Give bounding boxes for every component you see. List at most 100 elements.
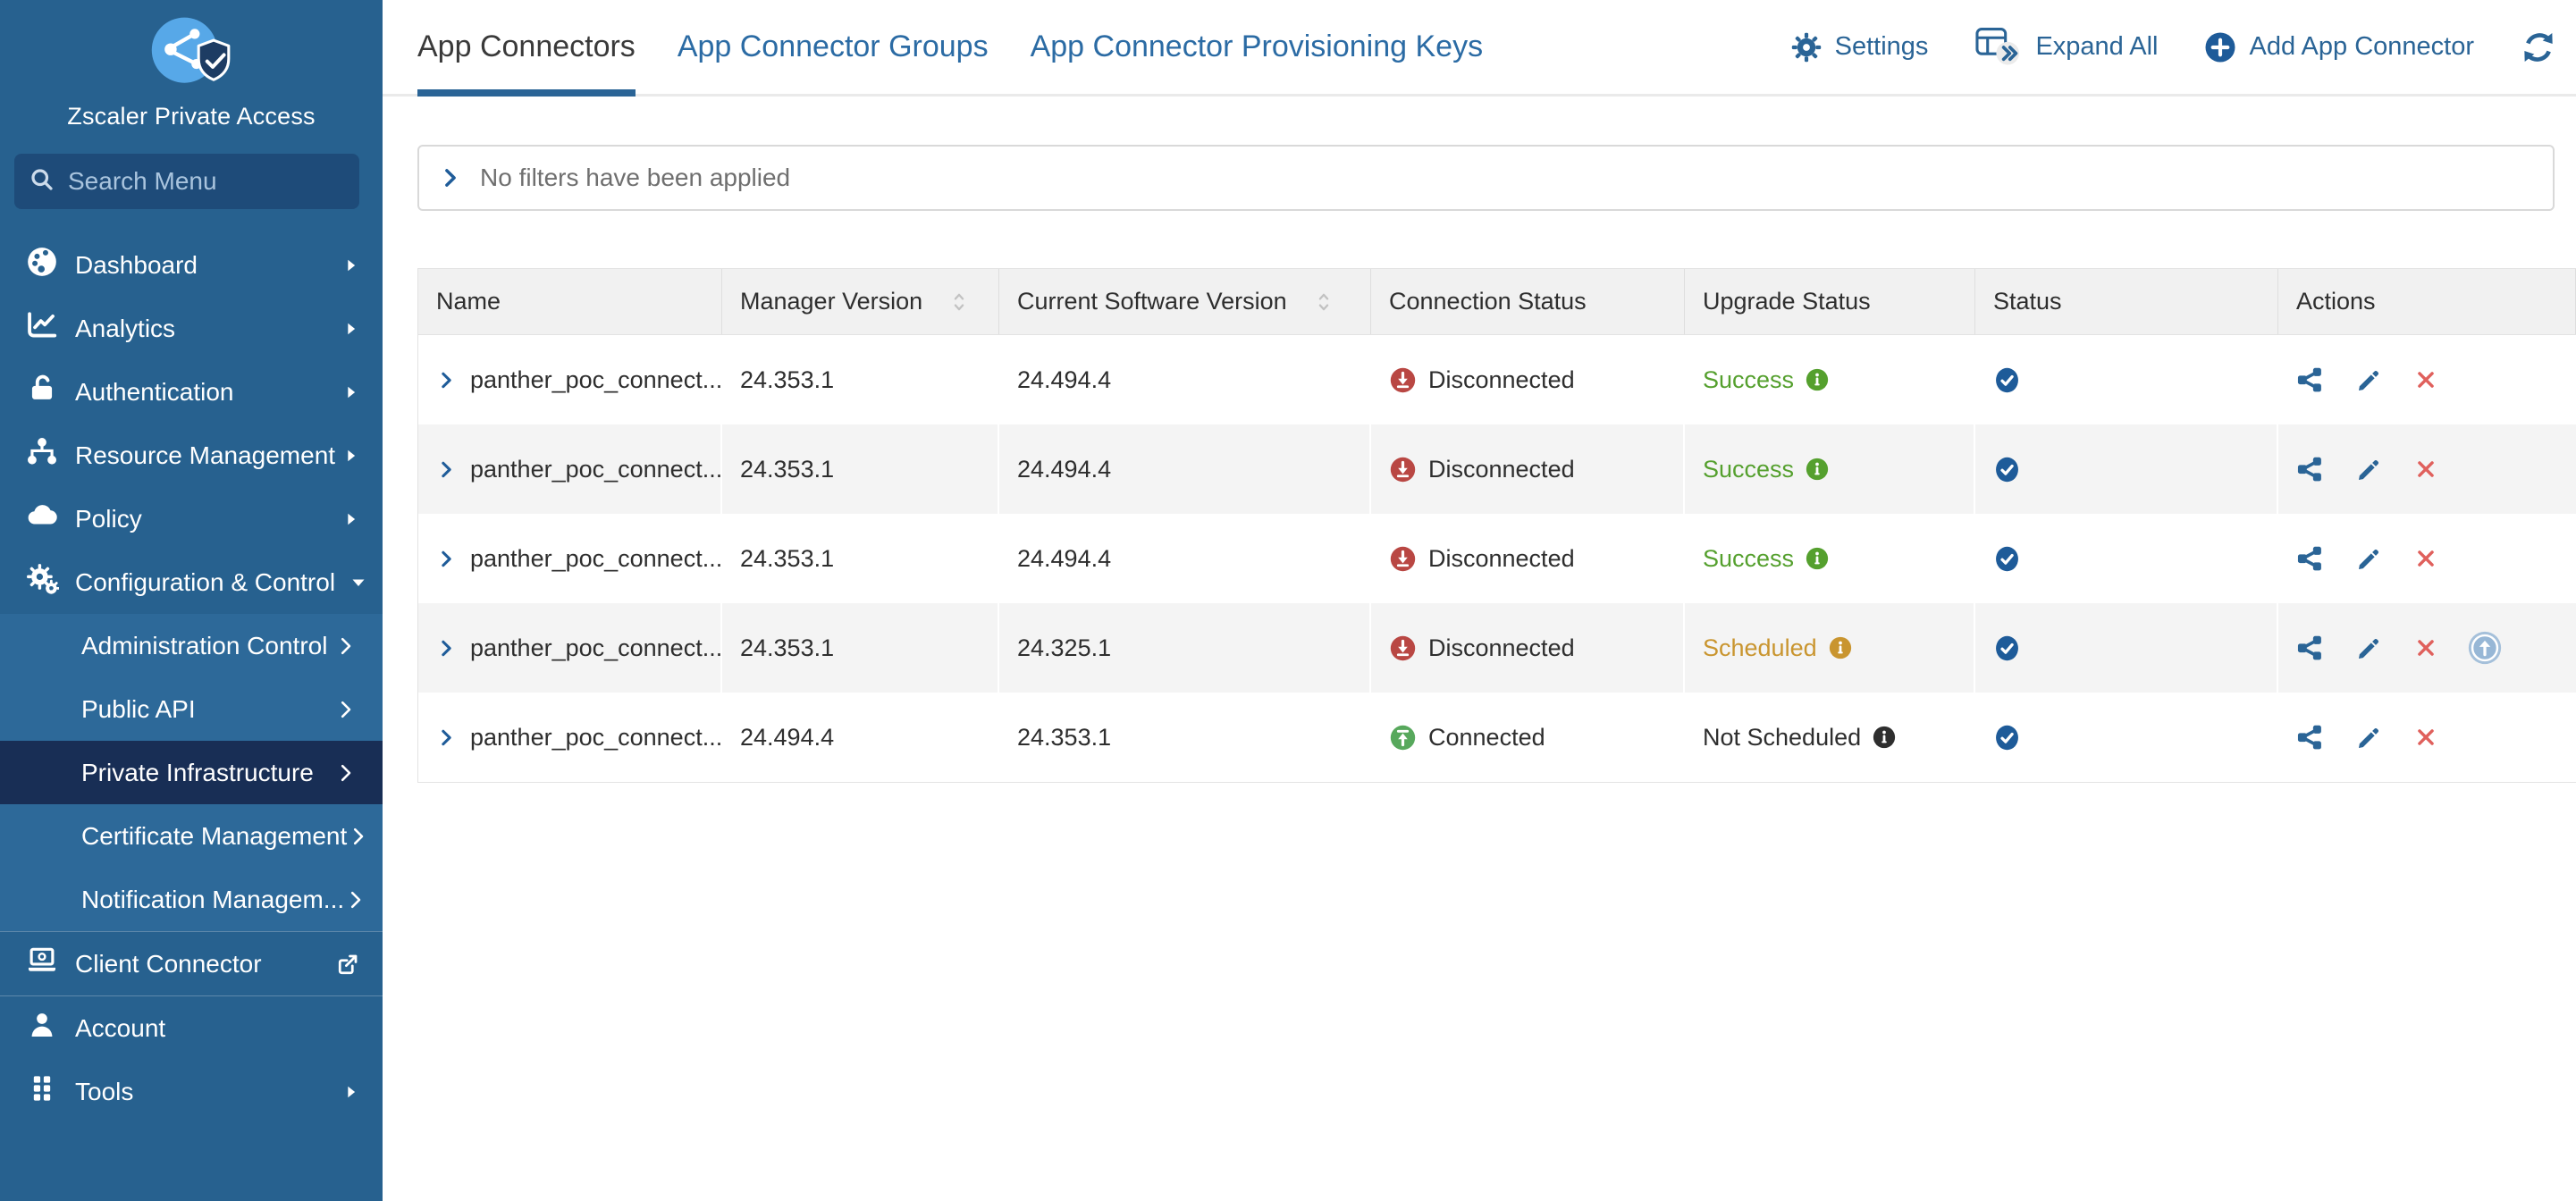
disconnected-icon	[1389, 456, 1417, 483]
chevron-right-thin-icon	[334, 761, 358, 785]
connection-status-label: Disconnected	[1428, 634, 1575, 661]
sidebar-item-configuration-control[interactable]: Configuration & Control	[0, 550, 383, 614]
cell-actions	[2278, 424, 2576, 514]
sidebar-subitem-label: Public API	[81, 694, 196, 723]
filter-bar[interactable]: No filters have been applied	[417, 145, 2555, 211]
sort-icon[interactable]	[1312, 289, 1335, 315]
expand-all-button[interactable]: Expand All	[1974, 27, 2158, 67]
sidebar-subitem-administration-control[interactable]: Administration Control	[0, 614, 383, 677]
triangle-right-icon	[341, 319, 361, 339]
sidebar-item-label: Tools	[75, 1077, 134, 1105]
info-icon[interactable]	[1805, 457, 1830, 482]
delete-x-icon[interactable]	[2414, 368, 2437, 391]
tab-app-connector-provisioning-keys[interactable]: App Connector Provisioning Keys	[1030, 29, 1484, 63]
service-status-icon[interactable]	[2296, 634, 2324, 662]
current-software-version-value: 24.353.1	[1017, 723, 1112, 751]
refresh-icon	[2521, 29, 2556, 65]
connector-name: panther_poc_connect...	[470, 455, 723, 483]
info-icon[interactable]	[1805, 367, 1830, 392]
row-expander-chevron-icon[interactable]	[436, 370, 457, 391]
edit-pencil-icon[interactable]	[2356, 457, 2382, 483]
search-input[interactable]	[66, 166, 392, 197]
column-header-label: Status	[1993, 288, 2062, 315]
cell-name: panther_poc_connect...	[418, 424, 722, 514]
person-icon	[25, 1008, 59, 1048]
cell-connection-status: Disconnected	[1371, 603, 1685, 693]
dashboard-icon	[25, 245, 59, 285]
delete-x-icon[interactable]	[2414, 636, 2437, 659]
row-expander-chevron-icon[interactable]	[436, 638, 457, 659]
refresh-button[interactable]	[2521, 29, 2556, 65]
edit-pencil-icon[interactable]	[2356, 546, 2382, 572]
search-icon	[29, 166, 55, 197]
enabled-check-badge-icon	[1993, 455, 2021, 484]
upgrade-now-icon[interactable]	[2466, 629, 2504, 667]
table-body: panther_poc_connect... 24.353.1 24.494.4 Di…	[418, 335, 2576, 783]
tab-app-connector-groups[interactable]: App Connector Groups	[677, 29, 989, 63]
service-status-icon[interactable]	[2296, 366, 2324, 394]
add-app-connector-button[interactable]: Add App Connector	[2204, 31, 2474, 63]
sidebar-subitem-certificate-management[interactable]: Certificate Management	[0, 804, 383, 868]
service-status-icon[interactable]	[2296, 456, 2324, 483]
sidebar-item-authentication[interactable]: Authentication	[0, 360, 383, 424]
sidebar-item-client-connector[interactable]: Client Connector	[0, 931, 383, 996]
sidebar-item-label: Analytics	[75, 314, 176, 342]
sort-icon[interactable]	[947, 289, 971, 315]
sidebar-item-analytics[interactable]: Analytics	[0, 297, 383, 360]
expand-all-icon	[1974, 27, 2023, 67]
current-software-version-value: 24.494.4	[1017, 455, 1112, 483]
sidebar-subitem-notification-managem[interactable]: Notification Managem...	[0, 868, 383, 931]
cell-connection-status: Disconnected	[1371, 514, 1685, 603]
edit-pencil-icon[interactable]	[2356, 367, 2382, 393]
info-icon[interactable]	[1872, 725, 1897, 750]
cell-manager-version: 24.353.1	[722, 603, 999, 693]
triangle-right-icon	[341, 256, 361, 275]
sidebar-item-resource-management[interactable]: Resource Management	[0, 424, 383, 487]
sidebar-item-account[interactable]: Account	[0, 996, 383, 1060]
delete-x-icon[interactable]	[2414, 726, 2437, 749]
table-header: Name Manager Version Current Software Vers…	[418, 268, 2576, 335]
cell-manager-version: 24.353.1	[722, 514, 999, 603]
triangle-right-icon	[341, 509, 361, 529]
settings-button[interactable]: Settings	[1790, 31, 1928, 63]
sidebar-item-policy[interactable]: Policy	[0, 487, 383, 550]
sidebar-subitem-private-infrastructure[interactable]: Private Infrastructure	[0, 741, 383, 804]
row-expander-chevron-icon[interactable]	[436, 727, 457, 748]
sidebar-search[interactable]	[14, 154, 392, 209]
enabled-check-badge-icon	[1993, 723, 2021, 752]
sidebar-item-label: Policy	[75, 504, 142, 533]
delete-x-icon[interactable]	[2414, 547, 2437, 570]
sidebar-item-label: Resource Management	[75, 441, 336, 469]
cell-status	[1975, 693, 2278, 782]
edit-pencil-icon[interactable]	[2356, 635, 2382, 661]
row-expander-chevron-icon[interactable]	[436, 459, 457, 480]
toolbar: Settings Expand All Add App Connector	[1790, 27, 2556, 67]
manager-version-value: 24.353.1	[740, 455, 835, 483]
column-header-current-software-version[interactable]: Current Software Version	[999, 269, 1371, 334]
column-header-manager-version[interactable]: Manager Version	[722, 269, 999, 334]
sidebar-subitem-label: Notification Managem...	[81, 885, 345, 913]
zscaler-shield-logo-icon	[138, 9, 245, 103]
sidebar-item-label: Authentication	[75, 377, 234, 406]
unlock-icon	[25, 372, 59, 412]
tab-app-connectors[interactable]: App Connectors	[417, 0, 636, 97]
service-status-icon[interactable]	[2296, 545, 2324, 573]
info-icon[interactable]	[1805, 546, 1830, 571]
chevron-right-icon	[439, 166, 462, 189]
tab-bar: App Connectors App Connector Groups App Co…	[417, 0, 1484, 97]
sidebar-subitem-public-api[interactable]: Public API	[0, 677, 383, 741]
sidebar-item-dashboard[interactable]: Dashboard	[0, 233, 383, 297]
upgrade-status-label: Success	[1703, 365, 1795, 393]
edit-pencil-icon[interactable]	[2356, 725, 2382, 751]
service-status-icon[interactable]	[2296, 724, 2324, 752]
filter-bar-text: No filters have been applied	[480, 164, 791, 191]
delete-x-icon[interactable]	[2414, 458, 2437, 481]
sidebar-item-label: Account	[75, 1013, 166, 1042]
row-expander-chevron-icon[interactable]	[436, 549, 457, 569]
sidebar-item-tools[interactable]: Tools	[0, 1060, 383, 1123]
current-software-version-value: 24.494.4	[1017, 365, 1112, 393]
manager-version-value: 24.353.1	[740, 634, 835, 661]
cell-manager-version: 24.353.1	[722, 424, 999, 514]
table-row: panther_poc_connect... 24.353.1 24.494.4 Di…	[418, 424, 2576, 514]
info-icon[interactable]	[1828, 635, 1853, 660]
